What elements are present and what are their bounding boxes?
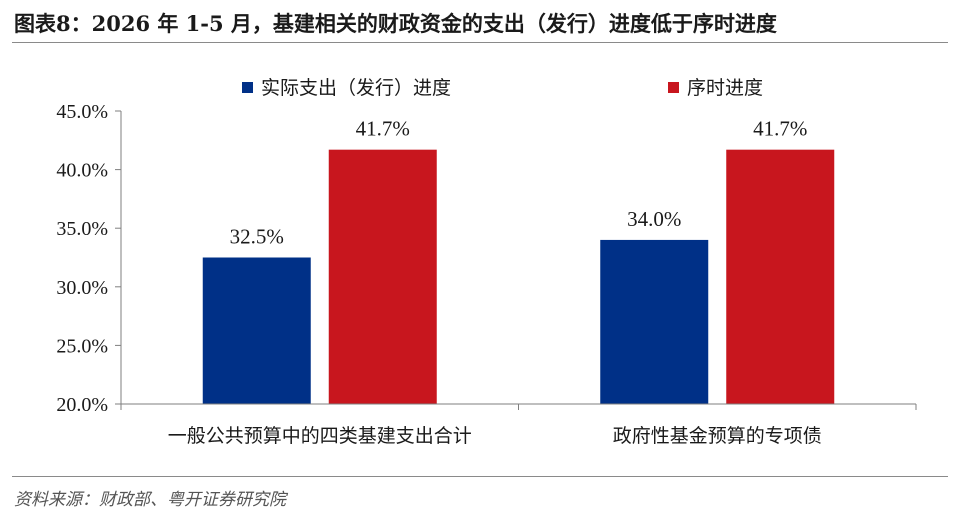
y-tick-label: 40.0% [56, 160, 108, 182]
bar [202, 257, 311, 404]
figure-title: 图表8：2026 年 1-5 月，基建相关的财政资金的支出（发行）进度低于序时进… [14, 11, 777, 36]
legend-label: 实际支出（发行）进度 [261, 77, 451, 99]
title-divider [12, 42, 948, 43]
data-label: 41.7% [753, 117, 807, 141]
y-tick-label: 25.0% [56, 335, 108, 357]
legend-swatch [242, 82, 253, 93]
y-tick-label: 20.0% [56, 394, 108, 416]
bar-chart: 实际支出（发行）进度 序时进度 32.5% 41.7% 34.0% 41.7% 20.0… [56, 77, 917, 447]
y-tick-label: 45.0% [56, 101, 108, 123]
bar [328, 149, 437, 404]
data-label: 32.5% [230, 225, 284, 249]
chart-bars: 32.5% 41.7% 34.0% 41.7% [202, 117, 835, 404]
source-note: 资料来源：财政部、粤开证券研究院 [14, 490, 286, 510]
legend-swatch [668, 82, 679, 93]
data-label: 34.0% [627, 207, 681, 231]
bar [600, 239, 709, 404]
y-tick-label: 35.0% [56, 218, 108, 240]
bar [726, 149, 835, 404]
chart-axes: 20.0% 25.0% 30.0% 35.0% 40.0% 45.0% 一般公共预算中的四类… [56, 101, 917, 447]
data-label: 41.7% [356, 117, 410, 141]
y-tick-label: 30.0% [56, 277, 108, 299]
chart-legend: 实际支出（发行）进度 序时进度 [242, 77, 763, 99]
legend-label: 序时进度 [687, 77, 763, 99]
x-category-label: 一般公共预算中的四类基建支出合计 [168, 425, 472, 447]
x-category-label: 政府性基金预算的专项债 [613, 425, 822, 447]
source-divider [12, 476, 948, 477]
